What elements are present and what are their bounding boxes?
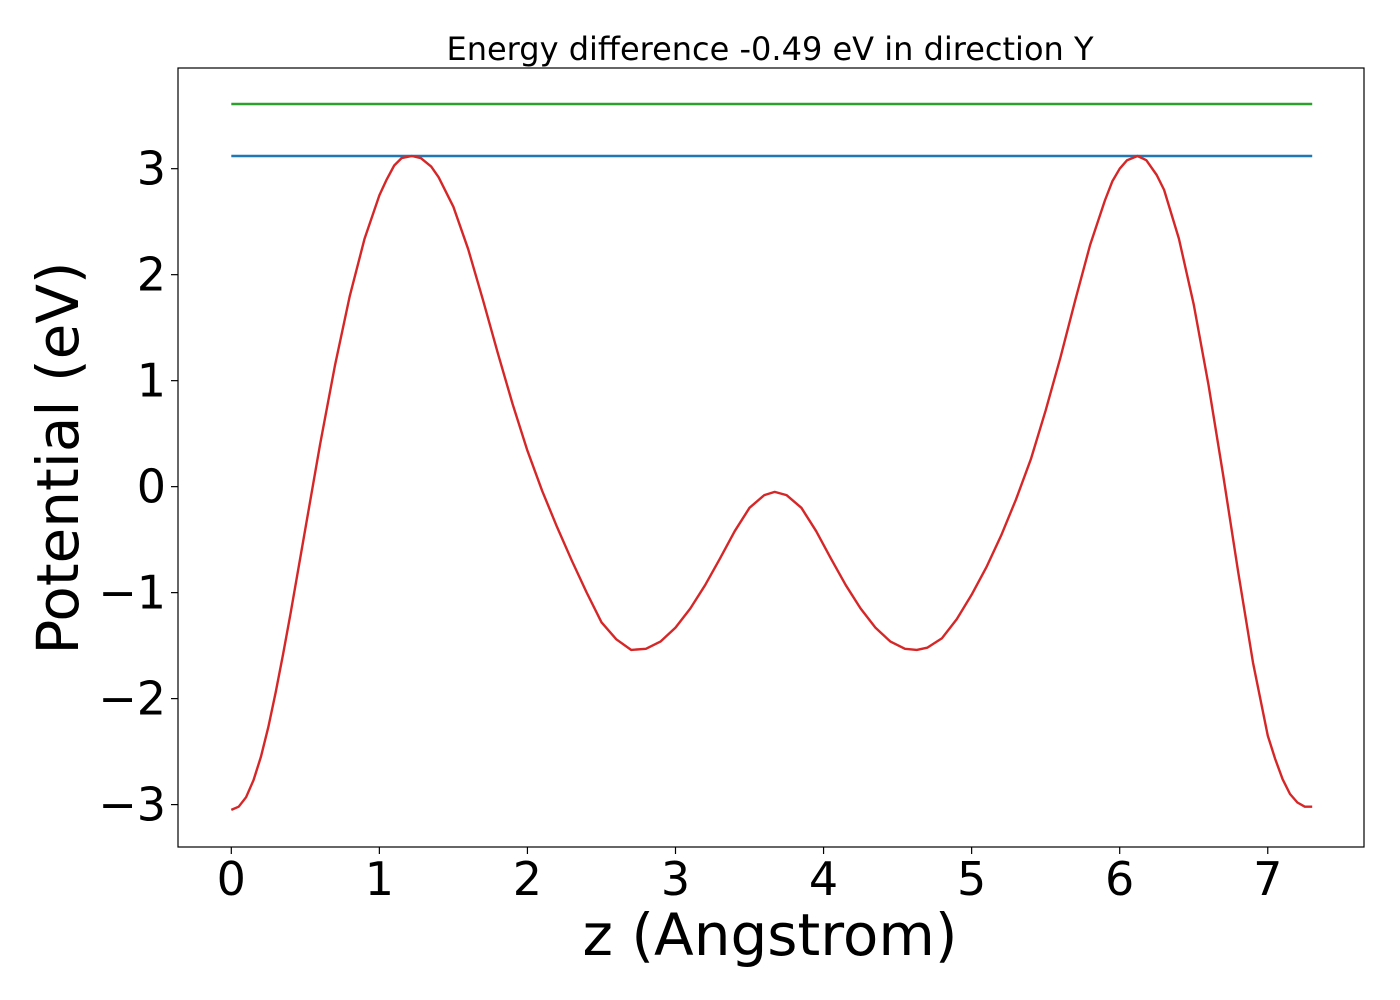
y-axis-label: Potential (eV) (24, 261, 92, 654)
y-tick-label: −2 (98, 672, 166, 726)
plot-frame (177, 67, 1365, 848)
plot-area (230, 102, 1313, 812)
series-line-0 (230, 154, 1313, 812)
x-tick-label: 2 (513, 852, 542, 906)
y-tick-label: −3 (98, 778, 166, 832)
x-tick-label: 1 (365, 852, 394, 906)
x-axis-label: z (Angstrom) (583, 901, 958, 969)
y-axis: −3 −2 −1 0 1 2 3 (98, 142, 178, 832)
x-tick-label: 5 (957, 852, 986, 906)
y-tick-label: 0 (137, 460, 166, 514)
x-axis: 0 1 2 3 4 5 6 7 (217, 847, 1282, 906)
chart-title: Energy difference -0.49 eV in direction … (446, 30, 1093, 68)
y-tick-label: 1 (137, 354, 166, 408)
y-tick-label: 2 (137, 248, 166, 302)
x-tick-label: 6 (1105, 852, 1134, 906)
y-tick-label: 3 (137, 142, 166, 196)
x-tick-label: 0 (217, 852, 246, 906)
x-tick-label: 3 (661, 852, 690, 906)
x-tick-label: 7 (1253, 852, 1282, 906)
y-tick-label: −1 (98, 566, 166, 620)
x-tick-label: 4 (809, 852, 838, 906)
